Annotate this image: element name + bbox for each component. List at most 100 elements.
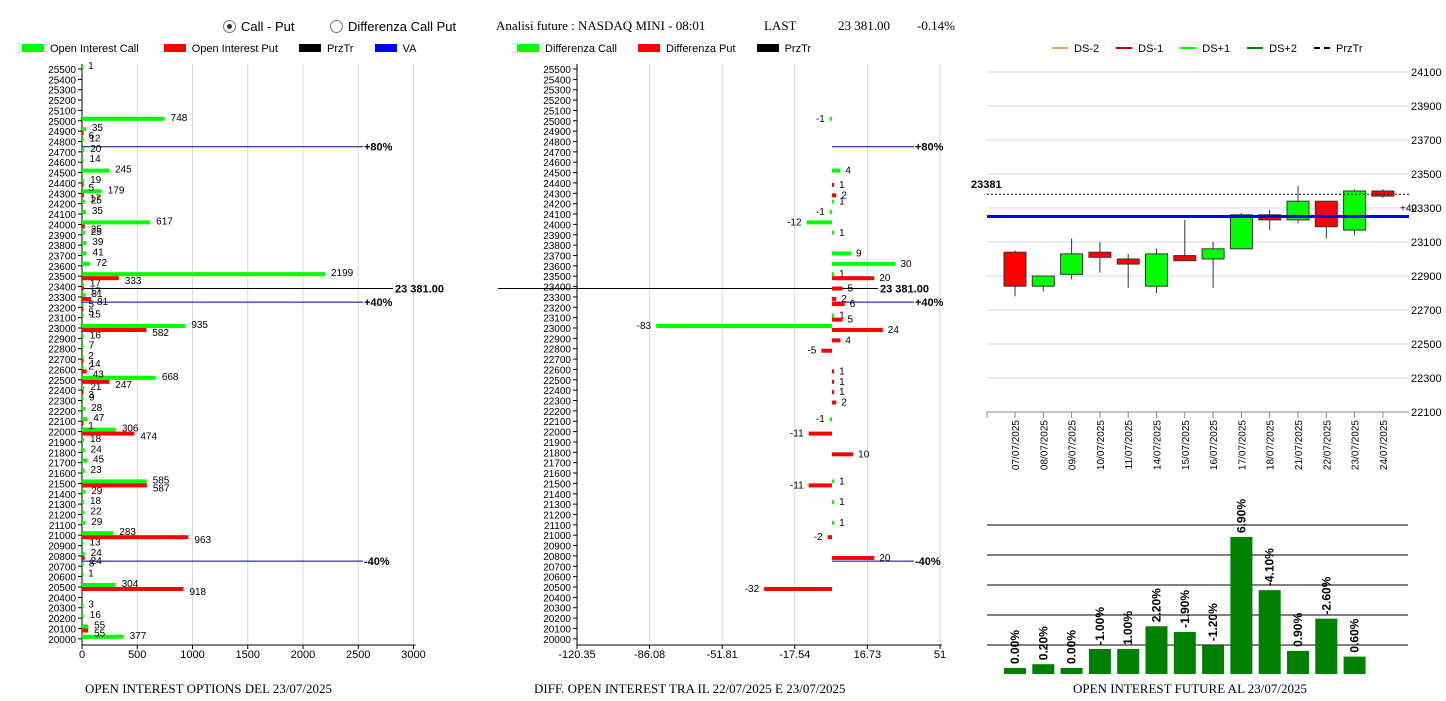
diff-put-bar xyxy=(831,369,835,374)
oi-call-value: 748 xyxy=(171,113,188,124)
legend-item-ds2: DS+2 xyxy=(1247,43,1297,55)
oi-va-label: +80% xyxy=(364,142,393,154)
diff-y-tick-label: 24300 xyxy=(543,189,571,200)
radio-differenza[interactable]: Differenza Call Put xyxy=(330,19,456,34)
diff-call-bar xyxy=(806,220,832,225)
oi-y-tick-label: 23800 xyxy=(48,241,76,252)
candle-y-tick-label: 23500 xyxy=(1411,169,1442,181)
candle-body xyxy=(1088,251,1112,258)
diff-call-bar xyxy=(831,500,835,505)
oi-call-bar xyxy=(82,396,84,401)
diff-y-tick-label: 25200 xyxy=(543,96,571,107)
radio-call-put-label: Call - Put xyxy=(241,19,295,34)
diff-call-bar xyxy=(829,417,832,422)
oi-put-value: 587 xyxy=(153,483,170,494)
diff-y-tick-label: 22100 xyxy=(543,417,571,428)
oi-call-value: 55 xyxy=(94,620,106,631)
candle-x-tick-label: 24/07/2025 xyxy=(1379,420,1390,470)
oi-put-bar xyxy=(82,359,84,364)
oi-put-value: 582 xyxy=(152,328,169,339)
candle-body xyxy=(1145,253,1168,287)
diff-call-bar xyxy=(831,251,852,256)
ds1-line-icon xyxy=(1180,47,1197,49)
oi-y-tick-label: 20700 xyxy=(48,562,76,573)
diff-y-tick-label: 23500 xyxy=(543,272,571,283)
oi-call-value: 41 xyxy=(93,247,105,258)
diff-y-tick-label: 20300 xyxy=(543,604,571,615)
future-bar xyxy=(1117,649,1140,674)
oi-put-bar xyxy=(82,379,110,384)
oi-call-value: 45 xyxy=(93,455,105,466)
radio-call-put[interactable]: Call - Put xyxy=(223,19,294,34)
oi-y-tick-label: 21500 xyxy=(48,479,76,490)
przt-swatch-icon xyxy=(299,44,321,52)
diff-put-value: 1 xyxy=(839,377,845,388)
diff-va-label: +40% xyxy=(915,297,944,309)
oi-call-bar xyxy=(82,147,85,152)
diff-y-tick-label: 24100 xyxy=(543,210,571,221)
legend-item-diff-put: Differenza Put xyxy=(638,43,736,55)
candle-y-tick-label: 22100 xyxy=(1411,407,1442,419)
diff-put-bar xyxy=(821,348,832,353)
legend-item-diff-przt: PrzTr xyxy=(756,43,811,55)
candle-x-tick-label: 17/07/2025 xyxy=(1237,420,1248,470)
oi-call-value: 16 xyxy=(90,330,102,341)
radio-empty-icon[interactable] xyxy=(330,20,343,33)
oi-put-value: 25 xyxy=(91,224,103,235)
candle-x-tick-label: 22/07/2025 xyxy=(1322,420,1333,470)
oi-call-bar xyxy=(82,406,86,411)
legend-ds-1-label: DS-1 xyxy=(1138,43,1164,55)
diff-put-value: 24 xyxy=(888,325,900,336)
diff-y-tick-label: 22900 xyxy=(543,334,571,345)
candle-body xyxy=(1371,190,1395,197)
oi-call-bar xyxy=(82,324,186,328)
oi-put-value: 474 xyxy=(140,432,157,443)
diff-y-tick-label: 20600 xyxy=(543,573,571,584)
diff-put-value: 20 xyxy=(879,553,891,564)
oi-y-tick-label: 20900 xyxy=(48,542,76,553)
oi-call-value: 12 xyxy=(89,134,101,145)
oi-call-bar xyxy=(82,251,87,256)
future-bar-label: -4.10% xyxy=(1263,548,1277,586)
oi-call-value: 306 xyxy=(122,424,139,435)
oi-call-value: 22 xyxy=(90,506,102,517)
diff-y-tick-label: 22400 xyxy=(543,386,571,397)
future-bar-label: 6.90% xyxy=(1234,499,1248,533)
candle-x-tick-label: 10/07/2025 xyxy=(1096,420,1107,470)
caption-oi-options: OPEN INTEREST OPTIONS DEL 23/07/2025 xyxy=(85,681,332,696)
oi-y-tick-label: 23400 xyxy=(48,283,76,294)
future-bar-label: 0.20% xyxy=(1036,626,1050,660)
legend-przt-label: PrzTr xyxy=(327,43,354,55)
diff-call-bar xyxy=(831,230,835,235)
oi-call-bar xyxy=(82,551,85,556)
oi-x-tick-label: 3000 xyxy=(401,649,425,661)
diff-x-tick-label: -51.81 xyxy=(707,649,738,661)
oi-y-tick-label: 23300 xyxy=(48,293,76,304)
legend-oi: Open Interest Call Open Interest Put Prz… xyxy=(22,43,416,55)
oi-call-bar xyxy=(82,261,90,266)
diff-call-value: -12 xyxy=(787,217,802,228)
oi-call-bar xyxy=(82,562,84,567)
diff-call-value: -1 xyxy=(816,414,825,425)
diff-call-value: -1 xyxy=(816,207,825,218)
diff-y-tick-label: 20800 xyxy=(543,552,571,563)
oi-y-tick-label: 25000 xyxy=(48,117,76,128)
diff-y-tick-label: 20000 xyxy=(543,635,571,646)
oi-call-value: 668 xyxy=(162,372,179,383)
diff-y-tick-label: 24500 xyxy=(543,169,571,180)
oi-x-tick-label: 2500 xyxy=(346,649,370,661)
oi-y-tick-label: 25100 xyxy=(48,106,76,117)
oi-put-value: 918 xyxy=(189,587,206,598)
oi-put-value: 5 xyxy=(89,307,95,318)
diff-put-bar xyxy=(831,328,883,332)
oi-put-bar xyxy=(82,369,87,374)
diff-put-swatch-icon xyxy=(638,44,661,52)
oi-call-bar xyxy=(82,282,84,287)
diff-put-value: 2 xyxy=(841,190,847,201)
radio-selected-icon[interactable] xyxy=(223,20,236,33)
legend-item-call: Open Interest Call xyxy=(22,43,139,55)
candle-y-tick-label: 22300 xyxy=(1411,373,1442,385)
caption-diff-oi: DIFF. OPEN INTEREST TRA IL 22/07/2025 E … xyxy=(534,681,846,696)
oi-y-tick-label: 20300 xyxy=(48,604,76,615)
diff-y-tick-label: 24400 xyxy=(543,179,571,190)
